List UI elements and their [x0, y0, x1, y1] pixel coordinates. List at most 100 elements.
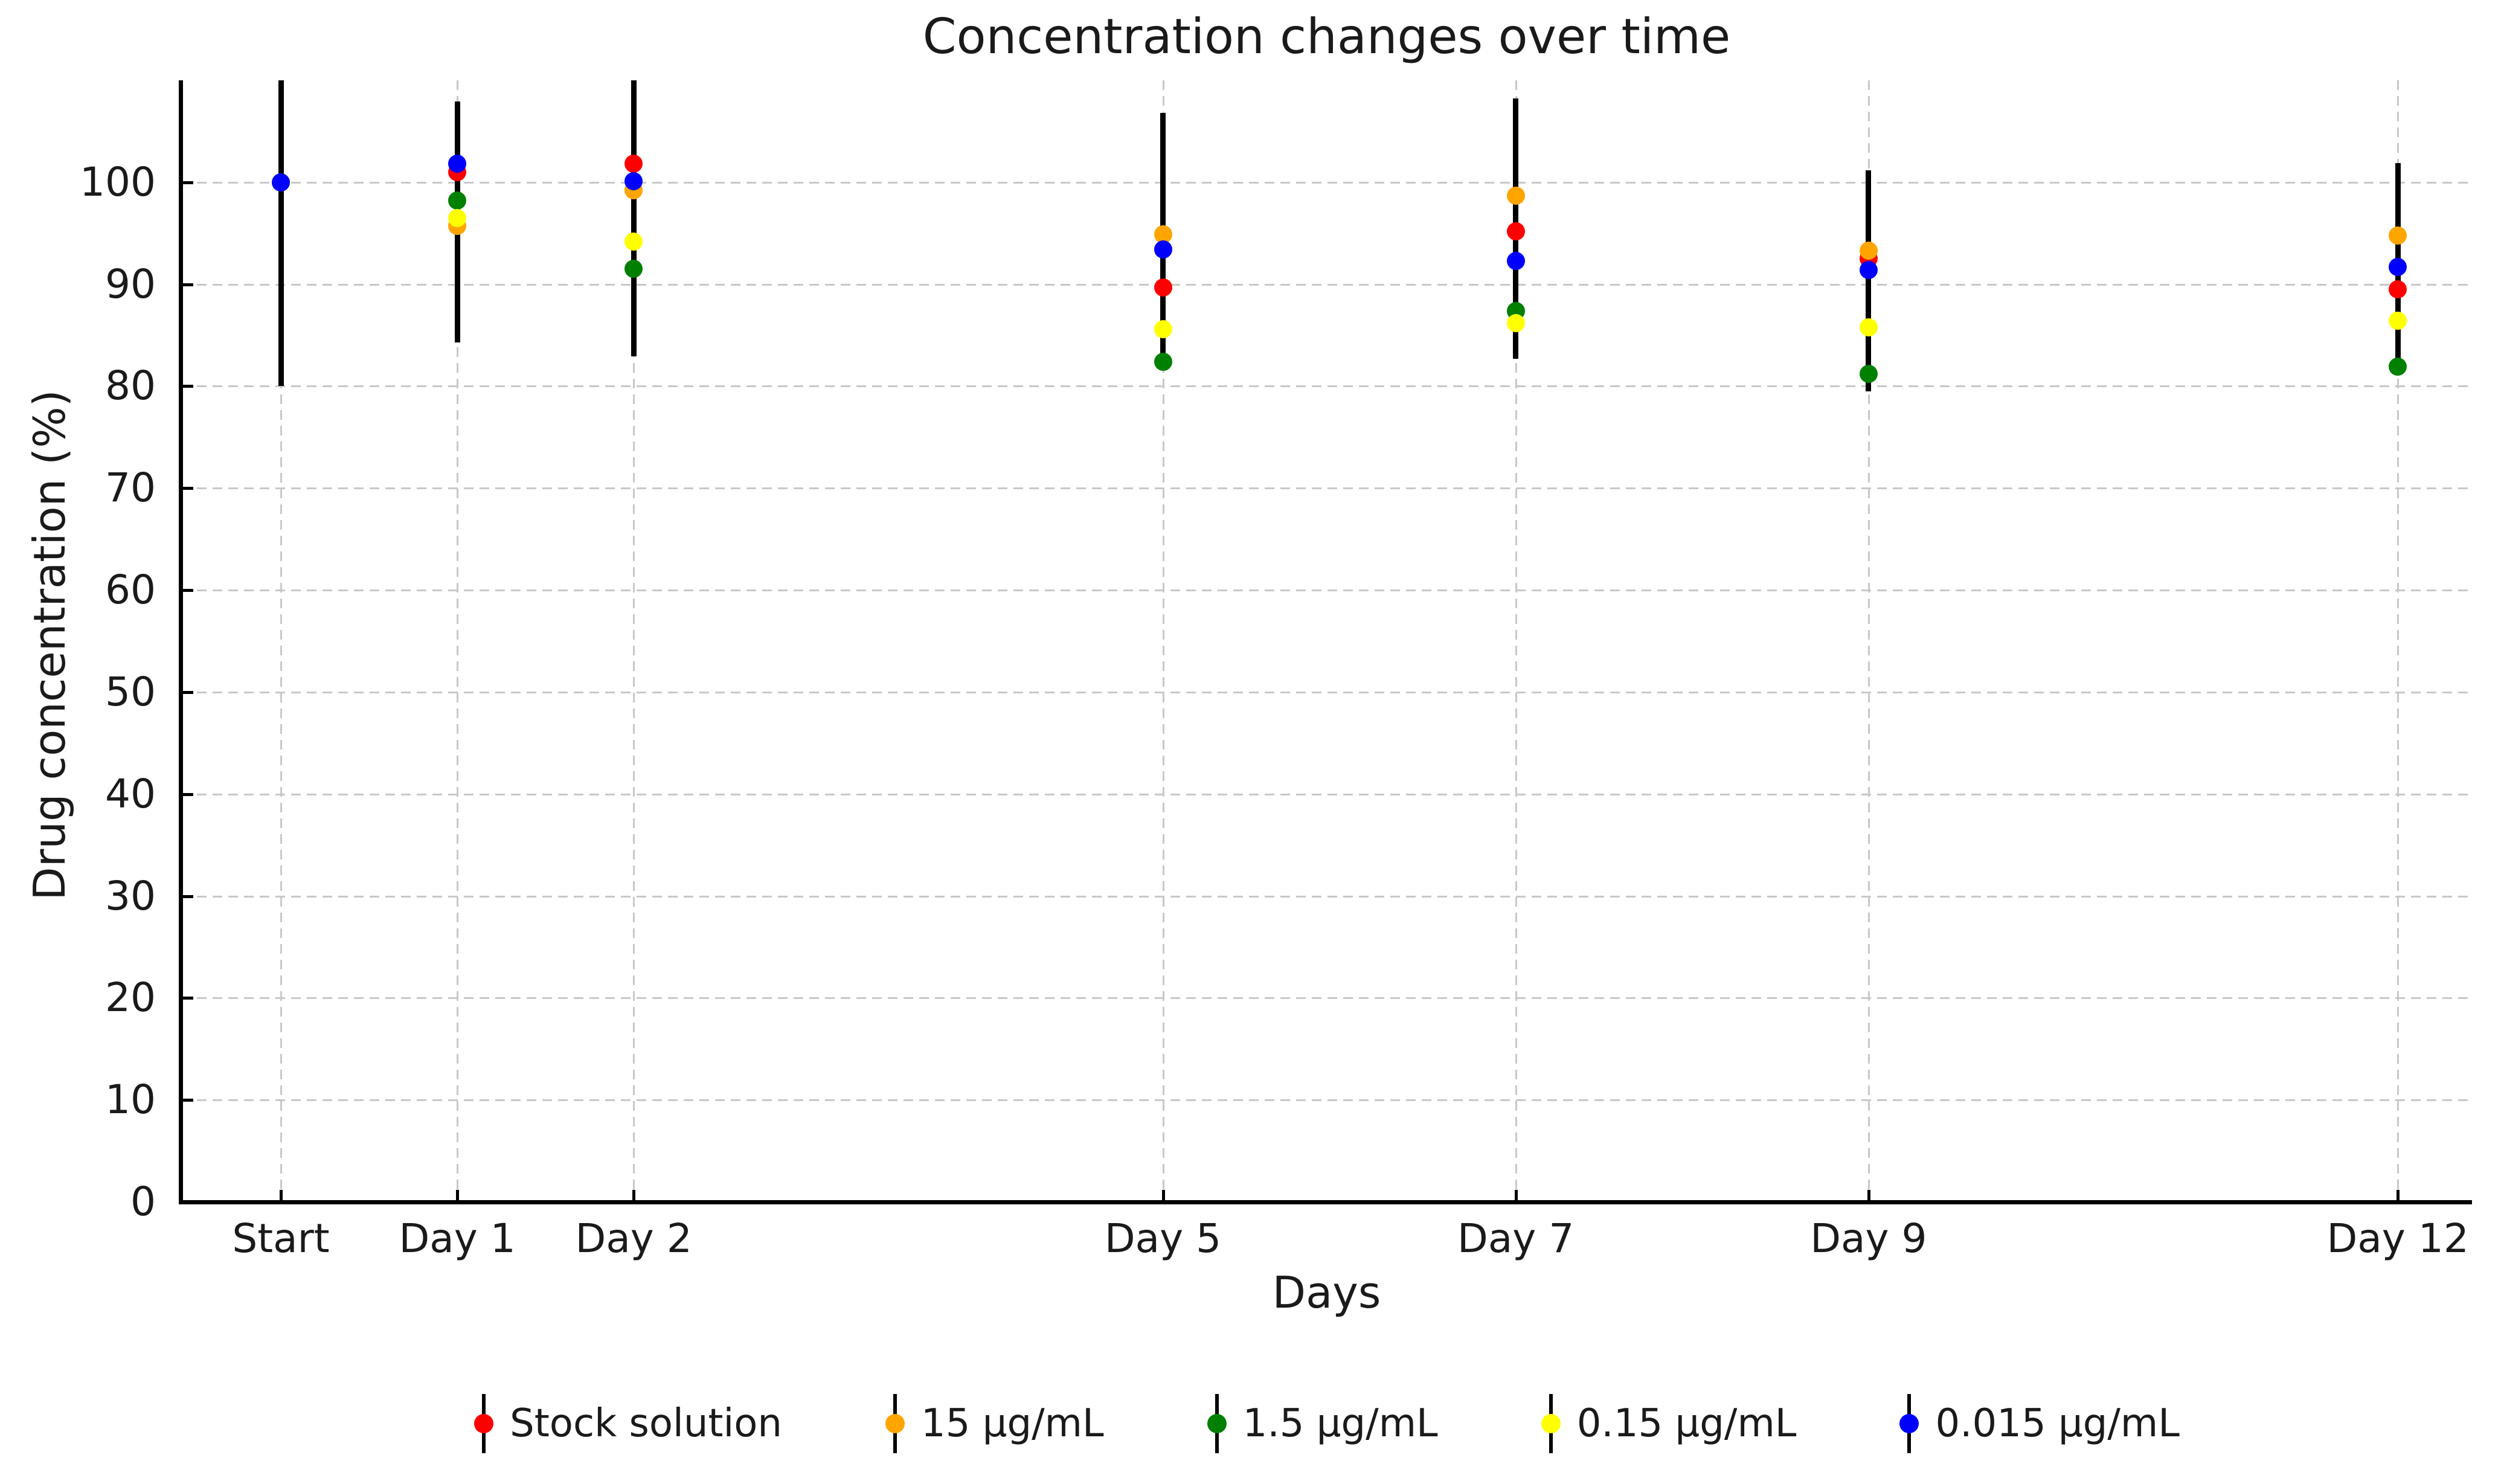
- y-tick-label-100: 100: [80, 158, 156, 205]
- y-tick-40: [181, 792, 193, 796]
- h-gridline-60: [181, 589, 2472, 592]
- y-tick-label-20: 20: [105, 974, 156, 1021]
- v-gridline-Day 7: [1515, 80, 1517, 1202]
- legend-marker-icon: [885, 1390, 905, 1457]
- data-point-1.5 µg/mL-Day 1: [448, 191, 467, 210]
- y-tick-80: [181, 385, 193, 388]
- y-tick-90: [181, 283, 193, 286]
- y-axis-label: Drug concentration (%): [24, 390, 75, 901]
- x-tick-label-Day 12: Day 12: [2326, 1215, 2469, 1262]
- x-axis-label: Days: [1272, 1267, 1381, 1318]
- legend: Stock solution 15 µg/mL 1.5 µg/mL 0.15 µg/m…: [181, 1378, 2472, 1469]
- x-tick-label-Day 5: Day 5: [1104, 1215, 1222, 1262]
- legend-item-0.015 µg/mL: 0.015 µg/mL: [1899, 1390, 2180, 1457]
- data-point-Stock solution-Day 12: [2389, 280, 2407, 299]
- legend-dot-icon: [1541, 1414, 1561, 1433]
- legend-marker-icon: [1899, 1390, 1919, 1457]
- legend-marker-icon: [1541, 1390, 1561, 1457]
- legend-label: 1.5 µg/mL: [1242, 1401, 1438, 1446]
- h-gridline-40: [181, 793, 2472, 795]
- x-tick-Day 5: [1161, 1190, 1165, 1202]
- h-gridline-100: [181, 181, 2472, 184]
- data-point-15 µg/mL-Day 12: [2389, 226, 2407, 245]
- v-gridline-Day 5: [1162, 80, 1164, 1202]
- x-tick-label-Start: Start: [232, 1215, 330, 1262]
- h-gridline-70: [181, 487, 2472, 490]
- data-point-0.015 µg/mL-Day 1: [448, 155, 467, 173]
- x-tick-Day 12: [2396, 1190, 2400, 1202]
- data-point-1.5 µg/mL-Day 12: [2389, 358, 2407, 376]
- data-point-Stock solution-Day 5: [1154, 278, 1172, 297]
- y-tick-label-90: 90: [105, 260, 156, 307]
- data-point-1.5 µg/mL-Day 2: [624, 260, 643, 278]
- v-gridline-Day 9: [1867, 80, 1870, 1202]
- data-point-0.15 µg/mL-Day 12: [2389, 312, 2407, 330]
- y-tick-label-70: 70: [105, 464, 156, 512]
- error-bar-Start: [278, 80, 284, 387]
- x-tick-Start: [280, 1190, 283, 1202]
- y-tick-label-50: 50: [105, 668, 156, 715]
- legend-marker-icon: [474, 1390, 494, 1457]
- data-point-0.15 µg/mL-Day 1: [448, 208, 467, 227]
- legend-dot-icon: [885, 1414, 905, 1433]
- h-gridline-90: [181, 283, 2472, 286]
- data-point-0.015 µg/mL-Day 9: [1859, 261, 1878, 279]
- x-tick-Day 2: [632, 1190, 636, 1202]
- legend-dot-icon: [474, 1414, 494, 1433]
- data-point-0.15 µg/mL-Day 5: [1154, 320, 1172, 338]
- data-point-1.5 µg/mL-Day 9: [1859, 365, 1878, 384]
- error-bar-Day 2: [631, 80, 637, 357]
- data-point-15 µg/mL-Day 7: [1506, 186, 1525, 205]
- h-gridline-80: [181, 385, 2472, 388]
- v-gridline-Start: [280, 80, 282, 1202]
- legend-dot-icon: [1207, 1414, 1227, 1433]
- legend-dot-icon: [1899, 1414, 1919, 1433]
- y-tick-label-30: 30: [105, 872, 156, 919]
- data-point-0.15 µg/mL-Day 9: [1859, 318, 1878, 336]
- h-gridline-10: [181, 1099, 2472, 1102]
- y-tick-50: [181, 690, 193, 694]
- data-point-Stock solution-Day 7: [1506, 222, 1525, 240]
- data-point-Stock solution-Day 2: [624, 155, 643, 173]
- y-tick-100: [181, 181, 193, 184]
- h-gridline-20: [181, 997, 2472, 1000]
- y-tick-label-0: 0: [130, 1178, 156, 1225]
- x-tick-Day 7: [1514, 1190, 1518, 1202]
- x-tick-label-Day 1: Day 1: [399, 1215, 516, 1262]
- y-tick-label-80: 80: [105, 362, 156, 410]
- plot-area: [181, 80, 2472, 1202]
- x-tick-Day 9: [1867, 1190, 1870, 1202]
- y-tick-10: [181, 1099, 193, 1102]
- y-tick-30: [181, 895, 193, 898]
- v-gridline-Day 2: [633, 80, 635, 1202]
- data-point-0.15 µg/mL-Day 7: [1506, 313, 1525, 332]
- y-tick-label-40: 40: [105, 770, 156, 817]
- data-point-0.15 µg/mL-Day 2: [624, 232, 643, 251]
- data-point-0.015 µg/mL-Day 2: [624, 172, 643, 191]
- y-tick-60: [181, 589, 193, 593]
- data-point-15 µg/mL-Day 9: [1859, 241, 1878, 260]
- data-point-0.015 µg/mL-Day 7: [1506, 251, 1525, 270]
- y-tick-20: [181, 997, 193, 1000]
- legend-label: 15 µg/mL: [920, 1401, 1104, 1446]
- data-point-1.5 µg/mL-Day 5: [1154, 352, 1172, 371]
- x-axis-spine: [179, 1200, 2472, 1204]
- legend-label: Stock solution: [510, 1401, 782, 1446]
- data-point-15 µg/mL-Day 5: [1154, 225, 1172, 243]
- legend-item-0.15 µg/mL: 0.15 µg/mL: [1541, 1390, 1797, 1457]
- y-tick-label-60: 60: [105, 567, 156, 614]
- x-tick-label-Day 7: Day 7: [1457, 1215, 1575, 1262]
- data-point-0.015 µg/mL-Day 12: [2389, 257, 2407, 276]
- y-axis-spine: [179, 80, 183, 1204]
- h-gridline-30: [181, 895, 2472, 898]
- legend-marker-icon: [1207, 1390, 1227, 1457]
- legend-label: 0.015 µg/mL: [1935, 1401, 2180, 1446]
- v-gridline-Day 1: [457, 80, 459, 1202]
- h-gridline-50: [181, 691, 2472, 693]
- legend-label: 0.15 µg/mL: [1576, 1401, 1797, 1446]
- data-point-0.015 µg/mL-Day 5: [1154, 240, 1172, 259]
- y-tick-label-10: 10: [105, 1076, 156, 1123]
- legend-item-1.5 µg/mL: 1.5 µg/mL: [1207, 1390, 1438, 1457]
- chart-title: Concentration changes over time: [922, 8, 1731, 65]
